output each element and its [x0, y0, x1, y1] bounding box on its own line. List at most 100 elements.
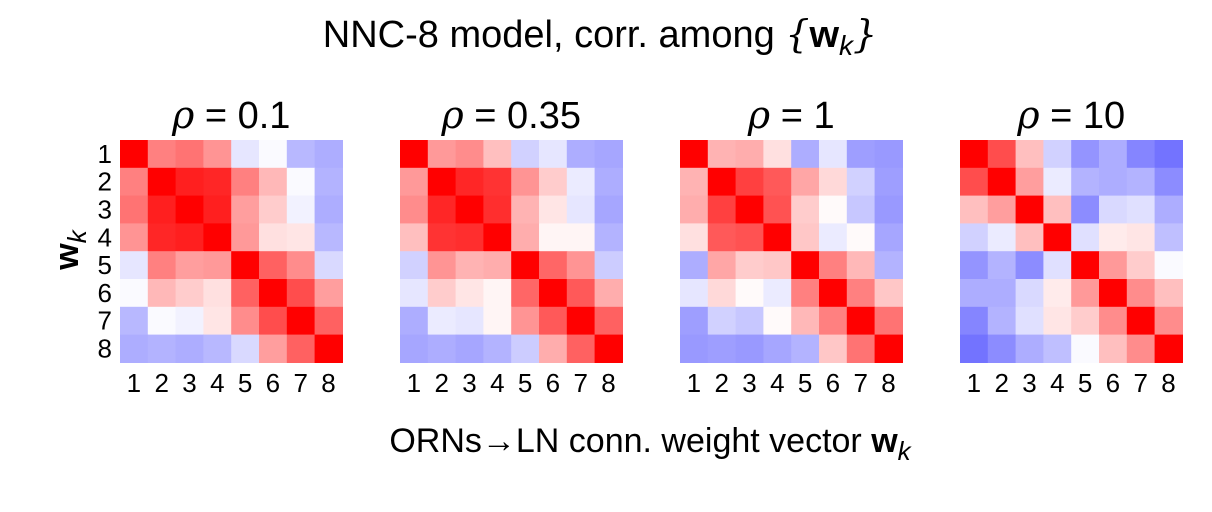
heatmap-panel-4: ρ = 10 1 2 3 4 5 6 7 8 — [960, 93, 1183, 398]
heatmap-cell — [231, 140, 260, 169]
heatmap-cell — [203, 167, 232, 197]
panel-title-4: ρ = 10 — [1016, 93, 1125, 137]
heatmap-cell — [175, 251, 204, 280]
heatmap-cell — [1015, 306, 1044, 336]
x-tick-label: 5 — [798, 368, 812, 398]
heatmap-cell — [735, 306, 764, 336]
heatmap-cell — [314, 195, 343, 224]
heatmap-cell — [455, 223, 484, 252]
heatmap-cell — [1126, 334, 1156, 363]
rho-value: = 1 — [770, 95, 834, 137]
heatmap-cell — [819, 334, 848, 363]
heatmap-cell — [511, 195, 540, 224]
heatmap-cell — [791, 195, 820, 224]
heatmap-cell — [707, 279, 737, 308]
heatmap-cell — [680, 279, 709, 308]
heatmap-cell — [566, 140, 596, 169]
heatmap-cell — [1071, 223, 1100, 252]
heatmap-cell — [120, 279, 149, 308]
heatmap-cell — [1154, 251, 1183, 280]
heatmap-cell — [960, 306, 989, 336]
heatmap-cell — [231, 334, 260, 363]
heatmap-cell — [120, 306, 149, 336]
heatmap-cell — [819, 195, 848, 224]
heatmap-cell — [1154, 167, 1183, 197]
heatmap-cell — [483, 251, 512, 280]
heatmap-cell — [455, 195, 484, 224]
heatmap-cell — [120, 251, 149, 280]
chart-title-main: NNC-8 model, corr. among — [323, 14, 786, 56]
heatmap-cell — [455, 306, 484, 336]
heatmap-cell — [231, 279, 260, 308]
x-tick-label: 3 — [742, 368, 756, 398]
heatmap-cell — [735, 223, 764, 252]
y-tick-label: 1 — [98, 139, 112, 169]
heatmap-cell — [680, 167, 709, 197]
x-tick-label: 8 — [321, 368, 335, 398]
heatmap-cell — [539, 167, 568, 197]
heatmap-cell — [763, 251, 792, 280]
heatmap-cell — [1099, 251, 1128, 280]
heatmap-cell — [286, 223, 316, 252]
heatmap-cell — [314, 167, 343, 197]
x-axis-label-k: k — [898, 436, 913, 466]
heatmap-cell — [314, 140, 343, 169]
x-tick-label: 2 — [154, 368, 168, 398]
x-tick-label: 3 — [1022, 368, 1036, 398]
heatmap-cell — [1099, 140, 1128, 169]
heatmap-cell — [511, 140, 540, 169]
heatmap-cell — [203, 334, 232, 363]
heatmap-cell — [846, 251, 876, 280]
x-tick-label: 8 — [1161, 368, 1175, 398]
heatmap-panel-2: ρ = 0.35 1 2 3 4 5 6 7 8 — [400, 93, 623, 398]
heatmap-cell — [120, 334, 149, 363]
heatmap-cell — [1015, 195, 1044, 224]
heatmap-cell — [286, 195, 316, 224]
heatmap-cell — [314, 223, 343, 252]
heatmap-cell — [539, 140, 568, 169]
heatmap-cell — [707, 223, 737, 252]
heatmap-cell — [735, 167, 764, 197]
heatmap-cell — [427, 306, 457, 336]
heatmap-cell — [846, 167, 876, 197]
heatmap-cell — [147, 334, 177, 363]
heatmap-cell — [874, 334, 903, 363]
heatmap-cell — [1099, 223, 1128, 252]
heatmap-cell — [874, 251, 903, 280]
heatmap-cell — [1126, 279, 1156, 308]
heatmap-cell — [231, 306, 260, 336]
heatmap-cell — [1071, 306, 1100, 336]
heatmap-cell — [1099, 195, 1128, 224]
heatmap-cell — [511, 223, 540, 252]
x-tick-label: 6 — [546, 368, 560, 398]
heatmap-cell — [539, 195, 568, 224]
heatmap-cell — [819, 223, 848, 252]
heatmap-cell — [566, 251, 596, 280]
heatmap-cell — [960, 279, 989, 308]
heatmap-cell — [259, 167, 288, 197]
heatmap-cell — [314, 279, 343, 308]
heatmap-cell — [175, 306, 204, 336]
heatmap-cell — [455, 167, 484, 197]
heatmap-cell — [987, 334, 1017, 363]
heatmap-cell — [1071, 251, 1100, 280]
x-tick-label: 1 — [407, 368, 421, 398]
heatmap-cell — [1043, 140, 1072, 169]
heatmap-cell — [203, 306, 232, 336]
heatmap-cell — [819, 279, 848, 308]
heatmap-cell — [231, 195, 260, 224]
heatmap-cell — [483, 167, 512, 197]
x-tick-label: 1 — [687, 368, 701, 398]
heatmap-cell — [147, 140, 177, 169]
heatmap-cell — [259, 334, 288, 363]
heatmap-cell — [286, 279, 316, 308]
heatmap-cell — [203, 279, 232, 308]
heatmap-cell — [1015, 334, 1044, 363]
heatmap-panel-3: ρ = 1 1 2 3 4 5 6 7 8 — [680, 93, 903, 398]
chart-title-k: k — [839, 30, 855, 61]
y-tick-label: 5 — [98, 250, 112, 280]
x-tick-label: 2 — [434, 368, 448, 398]
heatmap-cell — [1099, 306, 1128, 336]
heatmap-cell — [203, 251, 232, 280]
heatmap-cell — [680, 334, 709, 363]
